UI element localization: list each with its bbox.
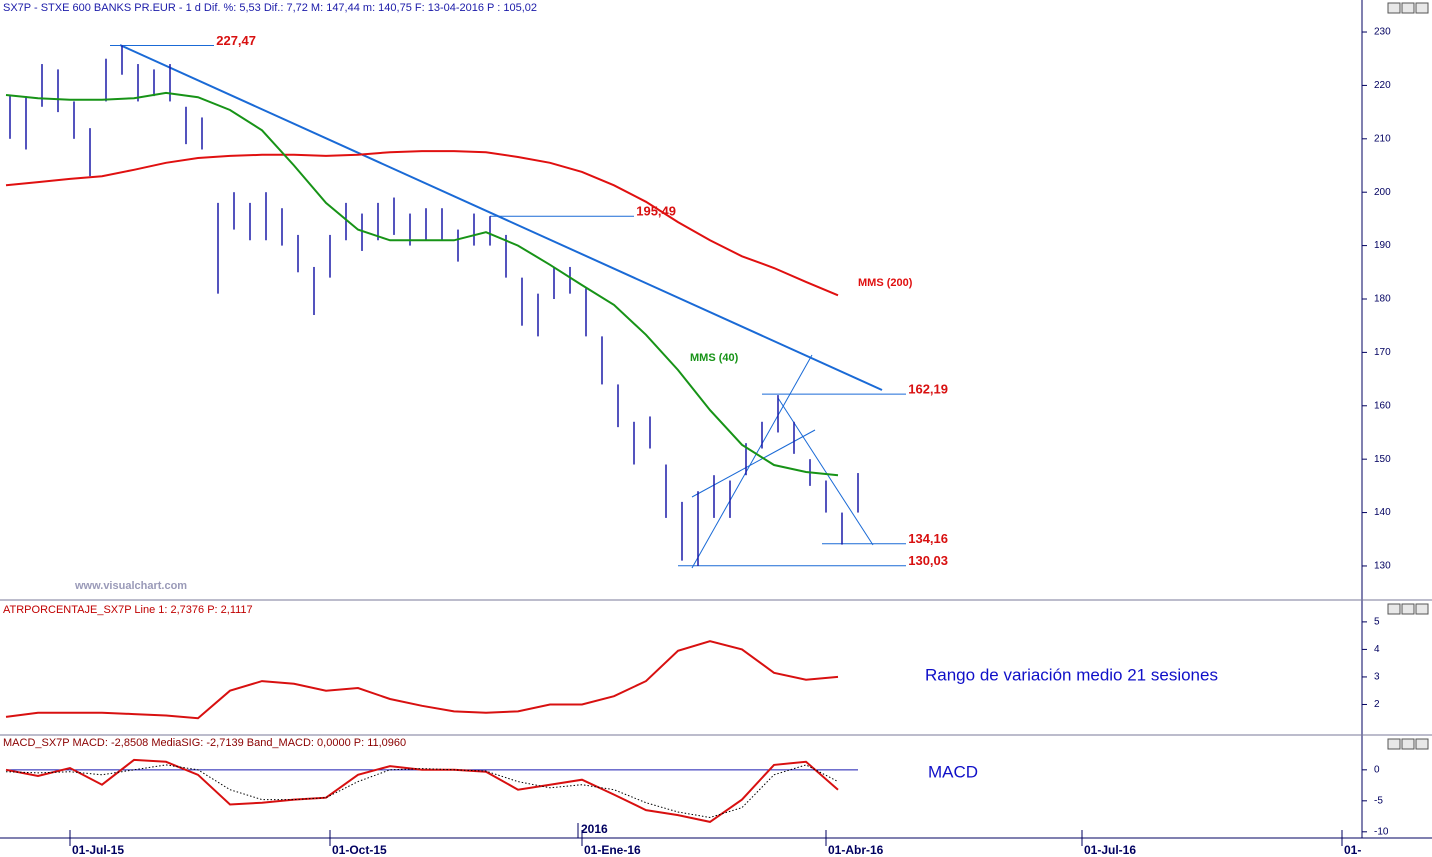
y-tick-label: 140 bbox=[1374, 507, 1391, 518]
atr-header: ATRPORCENTAJE_SX7P Line 1: 2,7376 P: 2,1… bbox=[3, 604, 253, 616]
window-buttons[interactable] bbox=[1387, 2, 1429, 750]
macd-annotation: MACD bbox=[928, 762, 978, 781]
maximize-button[interactable] bbox=[1401, 2, 1415, 14]
x-tick-label: 01-Jul-15 bbox=[72, 843, 124, 857]
macd-header: MACD_SX7P MACD: -2,8508 MediaSIG: -2,713… bbox=[3, 737, 406, 749]
y-tick-label: 200 bbox=[1374, 187, 1391, 198]
y-tick-label: 3 bbox=[1374, 672, 1380, 683]
maximize-button[interactable] bbox=[1401, 603, 1415, 615]
minimize-button[interactable] bbox=[1387, 2, 1401, 14]
y-tick-label: -10 bbox=[1374, 826, 1389, 837]
y-tick-label: 170 bbox=[1374, 347, 1391, 358]
x-tick-label: 01-Oct-15 bbox=[332, 843, 387, 857]
series-label: MMS (200) bbox=[858, 277, 913, 289]
level-label: 227,47 bbox=[216, 33, 256, 48]
close-button[interactable] bbox=[1415, 738, 1429, 750]
y-tick-label: 230 bbox=[1374, 27, 1391, 38]
y-tick-label: -5 bbox=[1374, 795, 1383, 806]
y-tick-label: 220 bbox=[1374, 80, 1391, 91]
y-tick-label: 190 bbox=[1374, 240, 1391, 251]
series-label: MMS (40) bbox=[690, 352, 739, 364]
y-tick-label: 210 bbox=[1374, 133, 1391, 144]
level-label: 162,19 bbox=[908, 382, 948, 397]
atr-annotation: Rango de variación medio 21 sesiones bbox=[925, 665, 1218, 684]
close-button[interactable] bbox=[1415, 2, 1429, 14]
series-line bbox=[5, 150, 839, 297]
trend-line bbox=[119, 44, 883, 391]
y-tick-label: 0 bbox=[1374, 764, 1380, 775]
minimize-button[interactable] bbox=[1387, 603, 1401, 615]
series-line bbox=[5, 758, 839, 823]
x-tick-label: 01- bbox=[1344, 843, 1361, 857]
y-tick-label: 2 bbox=[1374, 699, 1380, 710]
price-header: SX7P - STXE 600 BANKS PR.EUR - 1 d Dif. … bbox=[3, 2, 537, 14]
y-tick-label: 150 bbox=[1374, 454, 1391, 465]
y-tick-label: 130 bbox=[1374, 561, 1391, 572]
level-label: 134,16 bbox=[908, 531, 948, 546]
close-button[interactable] bbox=[1415, 603, 1429, 615]
y-tick-label: 180 bbox=[1374, 294, 1391, 305]
y-tick-label: 5 bbox=[1374, 617, 1380, 628]
x-tick-label: 01-Ene-16 bbox=[584, 843, 641, 857]
x-tick-label: 01-Jul-16 bbox=[1084, 843, 1136, 857]
series-line bbox=[5, 764, 839, 819]
y-tick-label: 160 bbox=[1374, 400, 1391, 411]
watermark: www.visualchart.com bbox=[74, 580, 187, 592]
x-tick-label: 01-Abr-16 bbox=[828, 843, 884, 857]
year-marker-label: 2016 bbox=[581, 822, 608, 836]
series-line bbox=[5, 91, 839, 477]
minimize-button[interactable] bbox=[1387, 738, 1401, 750]
y-tick-label: 4 bbox=[1374, 644, 1380, 655]
channel-line bbox=[691, 354, 813, 569]
maximize-button[interactable] bbox=[1401, 738, 1415, 750]
level-label: 130,03 bbox=[908, 553, 948, 568]
series-line bbox=[5, 640, 839, 720]
